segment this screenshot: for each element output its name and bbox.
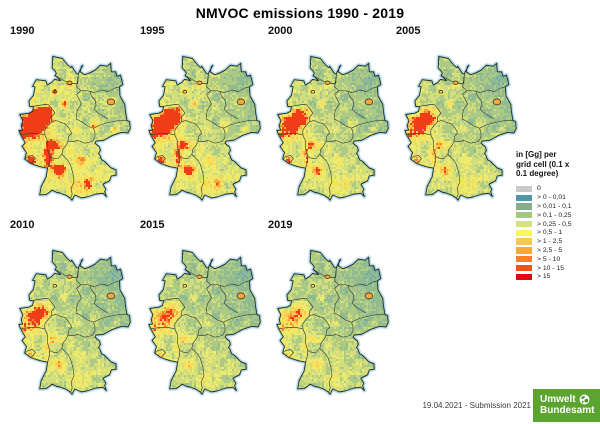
legend-item: 0 [516,185,600,194]
germany-map-canvas [276,53,391,203]
germany-map-canvas [148,53,263,203]
legend-item-label: > 0,5 - 1 [537,229,563,237]
legend-color-swatch [516,203,532,210]
globe-icon [579,394,590,405]
legend-color-swatch [516,229,532,237]
legend-item-label: > 0,01 - 0,1 [537,202,572,210]
legend-color-swatch [516,220,532,228]
germany-map-canvas [148,247,263,397]
germany-map-canvas [276,247,391,397]
legend: in [Gg] per grid cell (0.1 x 0.1 degree)… [516,150,600,281]
legend-item: > 10 - 15 [516,264,600,273]
map-year-label: 2015 [140,219,165,231]
map-year-label: 2005 [396,25,421,37]
legend-item-label: > 15 [537,273,551,281]
legend-item-label: > 0,25 - 0,5 [537,220,572,228]
germany-map-canvas [18,53,133,203]
legend-color-swatch [516,185,532,193]
legend-item-label: > 1 - 2,5 [537,238,563,246]
legend-item: > 15 [516,272,600,281]
legend-item-label: > 2,5 - 5 [537,246,563,254]
map-tile: 2005 [396,25,522,205]
map-year-label: 1995 [140,25,165,37]
legend-color-swatch [516,212,532,219]
map-year-label: 2010 [10,219,35,231]
legend-item: > 0,5 - 1 [516,228,600,237]
germany-map-canvas [18,247,133,397]
legend-item-label: > 0 - 0,01 [537,194,566,202]
map-tile: 1995 [140,25,266,205]
map-tile: 2010 [10,219,136,399]
legend-title: in [Gg] per grid cell (0.1 x 0.1 degree) [516,150,570,178]
map-year-label: 1990 [10,25,35,37]
legend-item-label: > 0,1 - 0,25 [537,211,572,219]
legend-color-swatch [516,247,532,254]
map-year-label: 2000 [268,25,293,37]
legend-color-swatch [516,273,532,281]
legend-item: > 5 - 10 [516,255,600,264]
legend-item: > 1 - 2,5 [516,237,600,246]
legend-color-swatch [516,238,532,245]
legend-item-label: > 5 - 10 [537,255,561,263]
legend-item-label: > 10 - 15 [537,264,565,272]
logo-umwelt-text: Umwelt [540,394,576,405]
logo-bundesamt-text: Bundesamt [540,405,595,416]
map-tile: 2000 [268,25,394,205]
legend-item: > 0,25 - 0,5 [516,220,600,229]
legend-item: > 2,5 - 5 [516,246,600,255]
legend-item: > 0 - 0,01 [516,193,600,202]
legend-item: > 0,01 - 0,1 [516,202,600,211]
map-tile: 2019 [268,219,394,399]
legend-color-swatch [516,256,532,263]
submission-note: 19.04.2021 - Submission 2021 [422,401,531,410]
legend-item-label: 0 [537,185,541,193]
legend-items: 0 > 0 - 0,01 > 0,01 - 0,1 > 0,1 - 0,25 > 0,2… [516,185,600,282]
legend-item: > 0,1 - 0,25 [516,211,600,220]
legend-color-swatch [516,194,532,201]
map-tile: 2015 [140,219,266,399]
figure-title: NMVOC emissions 1990 - 2019 [195,5,405,21]
uba-logo: Umwelt Bundesamt [533,389,600,422]
legend-color-swatch [516,264,532,272]
map-year-label: 2019 [268,219,293,231]
germany-map-canvas [404,53,519,203]
map-tile: 1990 [10,25,136,205]
